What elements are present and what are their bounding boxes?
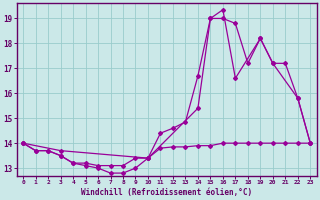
X-axis label: Windchill (Refroidissement éolien,°C): Windchill (Refroidissement éolien,°C)	[81, 188, 252, 197]
